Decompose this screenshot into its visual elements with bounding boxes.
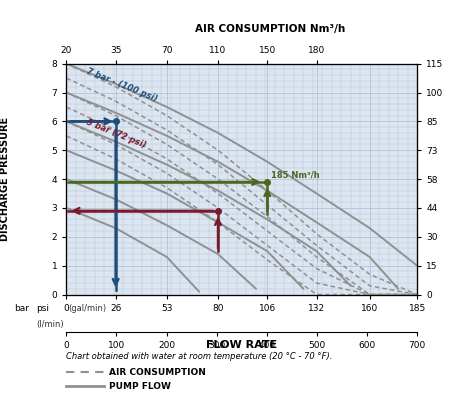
Text: PUMP FLOW: PUMP FLOW xyxy=(109,382,171,390)
Text: psi: psi xyxy=(36,304,49,314)
Text: bar: bar xyxy=(14,304,29,314)
Text: AIR CONSUMPTION Nm³/h: AIR CONSUMPTION Nm³/h xyxy=(195,24,345,34)
Text: FLOW RATE: FLOW RATE xyxy=(206,340,277,350)
Text: AIR CONSUMPTION: AIR CONSUMPTION xyxy=(109,368,206,377)
Text: (l/min): (l/min) xyxy=(36,320,64,329)
Text: (gal/min): (gal/min) xyxy=(69,304,107,314)
Text: 7 bar - (100 psi): 7 bar - (100 psi) xyxy=(85,66,159,103)
Text: 5 bar (72 psi): 5 bar (72 psi) xyxy=(85,117,148,149)
Y-axis label: DISCHARGE PRESSURE: DISCHARGE PRESSURE xyxy=(0,117,10,241)
Text: Chart obtained with water at room temperature (20 °C - 70 °F).: Chart obtained with water at room temper… xyxy=(66,352,333,361)
Text: 185 Nm³/h: 185 Nm³/h xyxy=(271,170,320,179)
